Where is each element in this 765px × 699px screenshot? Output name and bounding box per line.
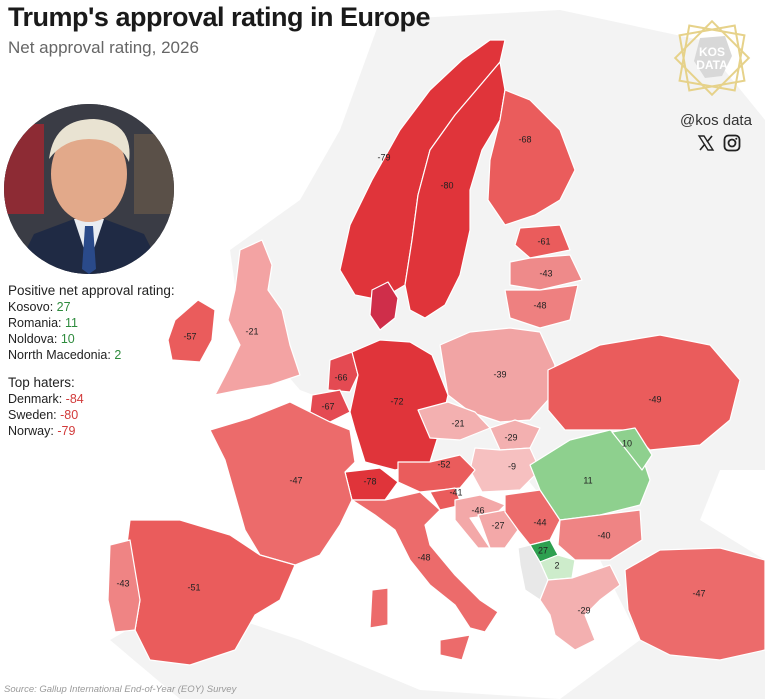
kos-data-logo: KOS DATA <box>673 19 751 97</box>
value-bosnia: -27 <box>491 520 504 530</box>
value-croatia: -46 <box>471 505 484 515</box>
value-slovakia: -29 <box>504 432 517 442</box>
value-sweden: -80 <box>440 180 453 190</box>
x-icon[interactable] <box>697 134 715 152</box>
value-norway: -79 <box>377 152 390 162</box>
value-italy: -48 <box>417 552 430 562</box>
country-moldova <box>611 427 653 471</box>
country-bosnia <box>477 509 519 549</box>
value-belgium: -67 <box>321 401 334 411</box>
country-romania <box>529 429 651 521</box>
value-austria: -52 <box>437 459 450 469</box>
country-sardinia <box>369 587 389 629</box>
value-latvia: -43 <box>539 268 552 278</box>
legend-row: Norway: -79 <box>8 424 76 438</box>
svg-text:DATA: DATA <box>696 58 728 72</box>
value-netherlands: -66 <box>334 372 347 382</box>
value-ukraine: -49 <box>648 394 661 404</box>
country-austria <box>397 454 476 493</box>
value-serbia: -44 <box>533 517 546 527</box>
country-uk <box>214 239 301 396</box>
country-ukraine <box>547 334 741 451</box>
value-czechia: -21 <box>451 418 464 428</box>
haters-heading: Top haters: <box>8 375 75 390</box>
haters-legend: Top haters: Denmark: -84 Sweden: -80 Nor… <box>8 375 84 439</box>
value-spain: -51 <box>187 582 200 592</box>
svg-text:KOS: KOS <box>699 45 725 59</box>
value-switzerland: -78 <box>363 476 376 486</box>
legend-row: Noldova: 10 <box>8 332 75 346</box>
social-handle: @kos data <box>680 112 752 129</box>
legend-row: Kosovo: 27 <box>8 300 71 314</box>
country-turkey <box>624 547 765 661</box>
value-lithuania: -48 <box>533 300 546 310</box>
country-estonia <box>514 224 571 259</box>
positive-legend: Positive net approval rating: Kosovo: 27… <box>8 283 175 363</box>
instagram-icon[interactable] <box>723 134 741 152</box>
value-turkey: -47 <box>692 588 705 598</box>
social-icons <box>697 134 741 152</box>
country-finland <box>487 89 576 226</box>
value-france: -47 <box>289 475 302 485</box>
country-ireland <box>167 299 216 363</box>
country-slovakia <box>489 419 541 451</box>
legend-row: Romania: 11 <box>8 316 78 330</box>
country-sicily <box>439 634 471 661</box>
value-ireland: -57 <box>183 331 196 341</box>
country-netherlands <box>327 351 359 393</box>
value-finland: -68 <box>518 134 531 144</box>
value-portugal: -43 <box>116 578 129 588</box>
legend-row: Norrth Macedonia: 2 <box>8 348 122 362</box>
value-kosovo: 27 <box>538 545 548 555</box>
country-belgium <box>309 389 351 423</box>
value-poland: -39 <box>493 369 506 379</box>
value-uk: -21 <box>245 326 258 336</box>
value-greece: -29 <box>577 605 590 615</box>
country-hungary <box>469 447 541 493</box>
legend-row: Denmark: -84 <box>8 392 84 406</box>
source-note: Source: Gallup International End-of-Year… <box>4 684 237 695</box>
value-estonia: -61 <box>537 236 550 246</box>
page-title: Trump's approval rating in Europe <box>8 2 431 32</box>
value-north-macedonia: 2 <box>554 560 559 570</box>
positive-heading: Positive net approval rating: <box>8 283 175 298</box>
page-subtitle: Net approval rating, 2026 <box>8 38 199 57</box>
country-greece <box>539 564 621 651</box>
country-croatia <box>454 494 506 549</box>
country-italy <box>351 491 499 633</box>
country-lithuania <box>504 284 579 329</box>
country-denmark <box>369 281 399 331</box>
country-latvia <box>509 254 583 291</box>
country-bulgaria <box>557 509 643 561</box>
value-moldova: 10 <box>622 438 632 448</box>
value-hungary: -9 <box>508 461 516 471</box>
value-bulgaria: -40 <box>597 530 610 540</box>
portrait-photo <box>4 104 174 274</box>
legend-row: Sweden: -80 <box>8 408 79 422</box>
value-slovenia: -41 <box>449 487 462 497</box>
value-romania: 11 <box>583 475 592 485</box>
country-portugal <box>107 539 141 633</box>
value-germany: -72 <box>390 396 403 406</box>
